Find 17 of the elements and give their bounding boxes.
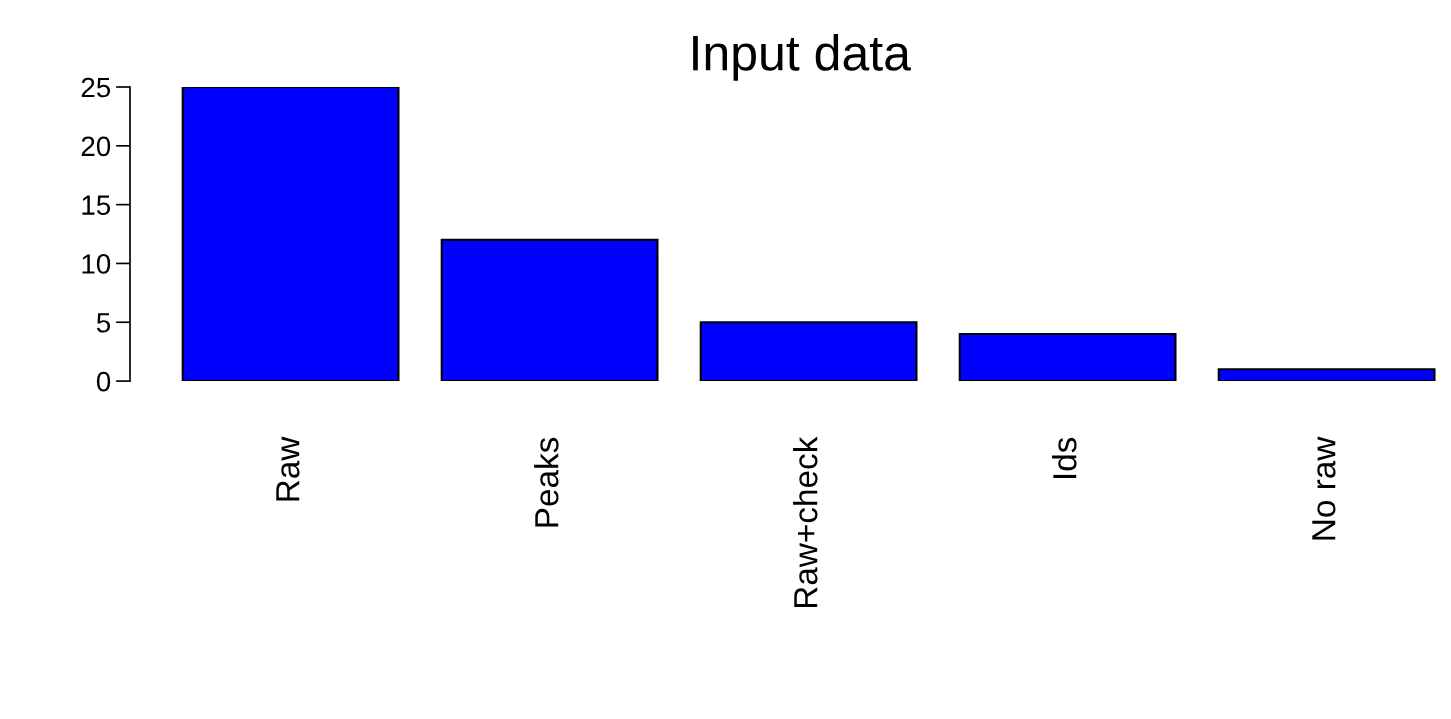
y-tick-label: 15 bbox=[82, 195, 111, 215]
chart-title: Input data bbox=[693, 34, 911, 81]
x-tick-label: Raw+check bbox=[793, 436, 818, 608]
bar bbox=[181, 87, 400, 382]
y-tick-label: 5 bbox=[96, 313, 111, 333]
x-tick-label: No raw bbox=[1312, 436, 1336, 540]
bar bbox=[958, 332, 1177, 382]
x-tick-label: Raw bbox=[276, 436, 300, 501]
y-tick-label: 20 bbox=[81, 136, 111, 157]
bar bbox=[440, 238, 659, 382]
x-tick-label: Peaks bbox=[534, 437, 559, 527]
y-tick-label: 10 bbox=[82, 254, 111, 274]
y-tick-label: 25 bbox=[81, 77, 111, 98]
x-tick-label: Ids bbox=[1052, 437, 1077, 479]
y-tick-label: 0 bbox=[96, 371, 111, 392]
bar bbox=[699, 321, 918, 382]
bar bbox=[1217, 368, 1436, 382]
